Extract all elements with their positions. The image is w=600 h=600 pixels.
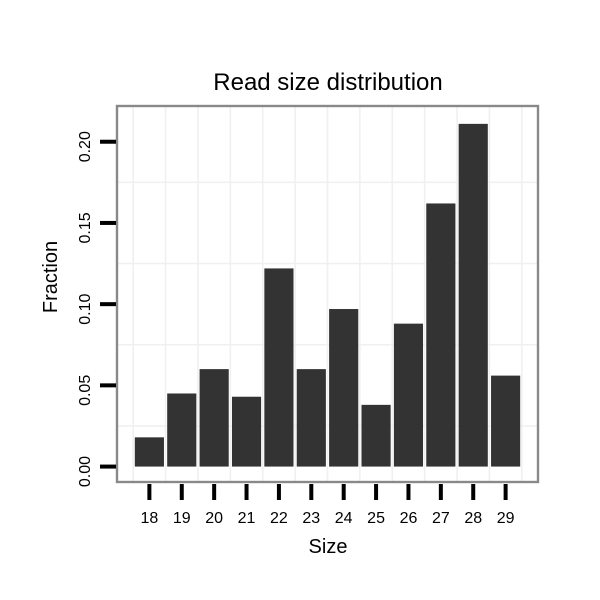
- x-tick-label: 22: [270, 510, 288, 527]
- x-tick-label: 27: [432, 510, 450, 527]
- x-tick-label: 19: [173, 510, 191, 527]
- x-tick-label: 25: [367, 510, 385, 527]
- x-tick-label: 29: [497, 510, 515, 527]
- bar-23: [296, 369, 326, 467]
- y-tick-label: 0.15: [77, 212, 94, 243]
- y-tick-label: 0.00: [77, 456, 94, 487]
- bar-20: [199, 369, 229, 467]
- x-tick-label: 21: [238, 510, 256, 527]
- x-tick-label: 20: [205, 510, 223, 527]
- x-tick-label: 26: [400, 510, 418, 527]
- bar-24: [329, 309, 359, 467]
- bar-18: [134, 437, 164, 467]
- x-tick-label: 23: [302, 510, 320, 527]
- y-tick-label: 0.20: [77, 131, 94, 162]
- bar-26: [393, 323, 424, 467]
- bar-19: [167, 393, 197, 467]
- bar-29: [491, 375, 521, 467]
- x-axis-title: Size: [308, 536, 348, 558]
- bar-21: [231, 396, 262, 467]
- bar-25: [361, 404, 391, 467]
- panel-border: [115, 104, 540, 484]
- x-tick-label: 28: [464, 510, 482, 527]
- y-tick-label: 0.10: [77, 293, 94, 324]
- chart-title: Read size distribution: [213, 69, 443, 96]
- x-tick-label: 18: [140, 510, 158, 527]
- bar-22: [264, 268, 294, 467]
- bar-27: [426, 203, 456, 467]
- bar-28: [458, 123, 488, 467]
- y-tick-label: 0.05: [77, 375, 94, 406]
- x-tick-label: 24: [335, 510, 353, 527]
